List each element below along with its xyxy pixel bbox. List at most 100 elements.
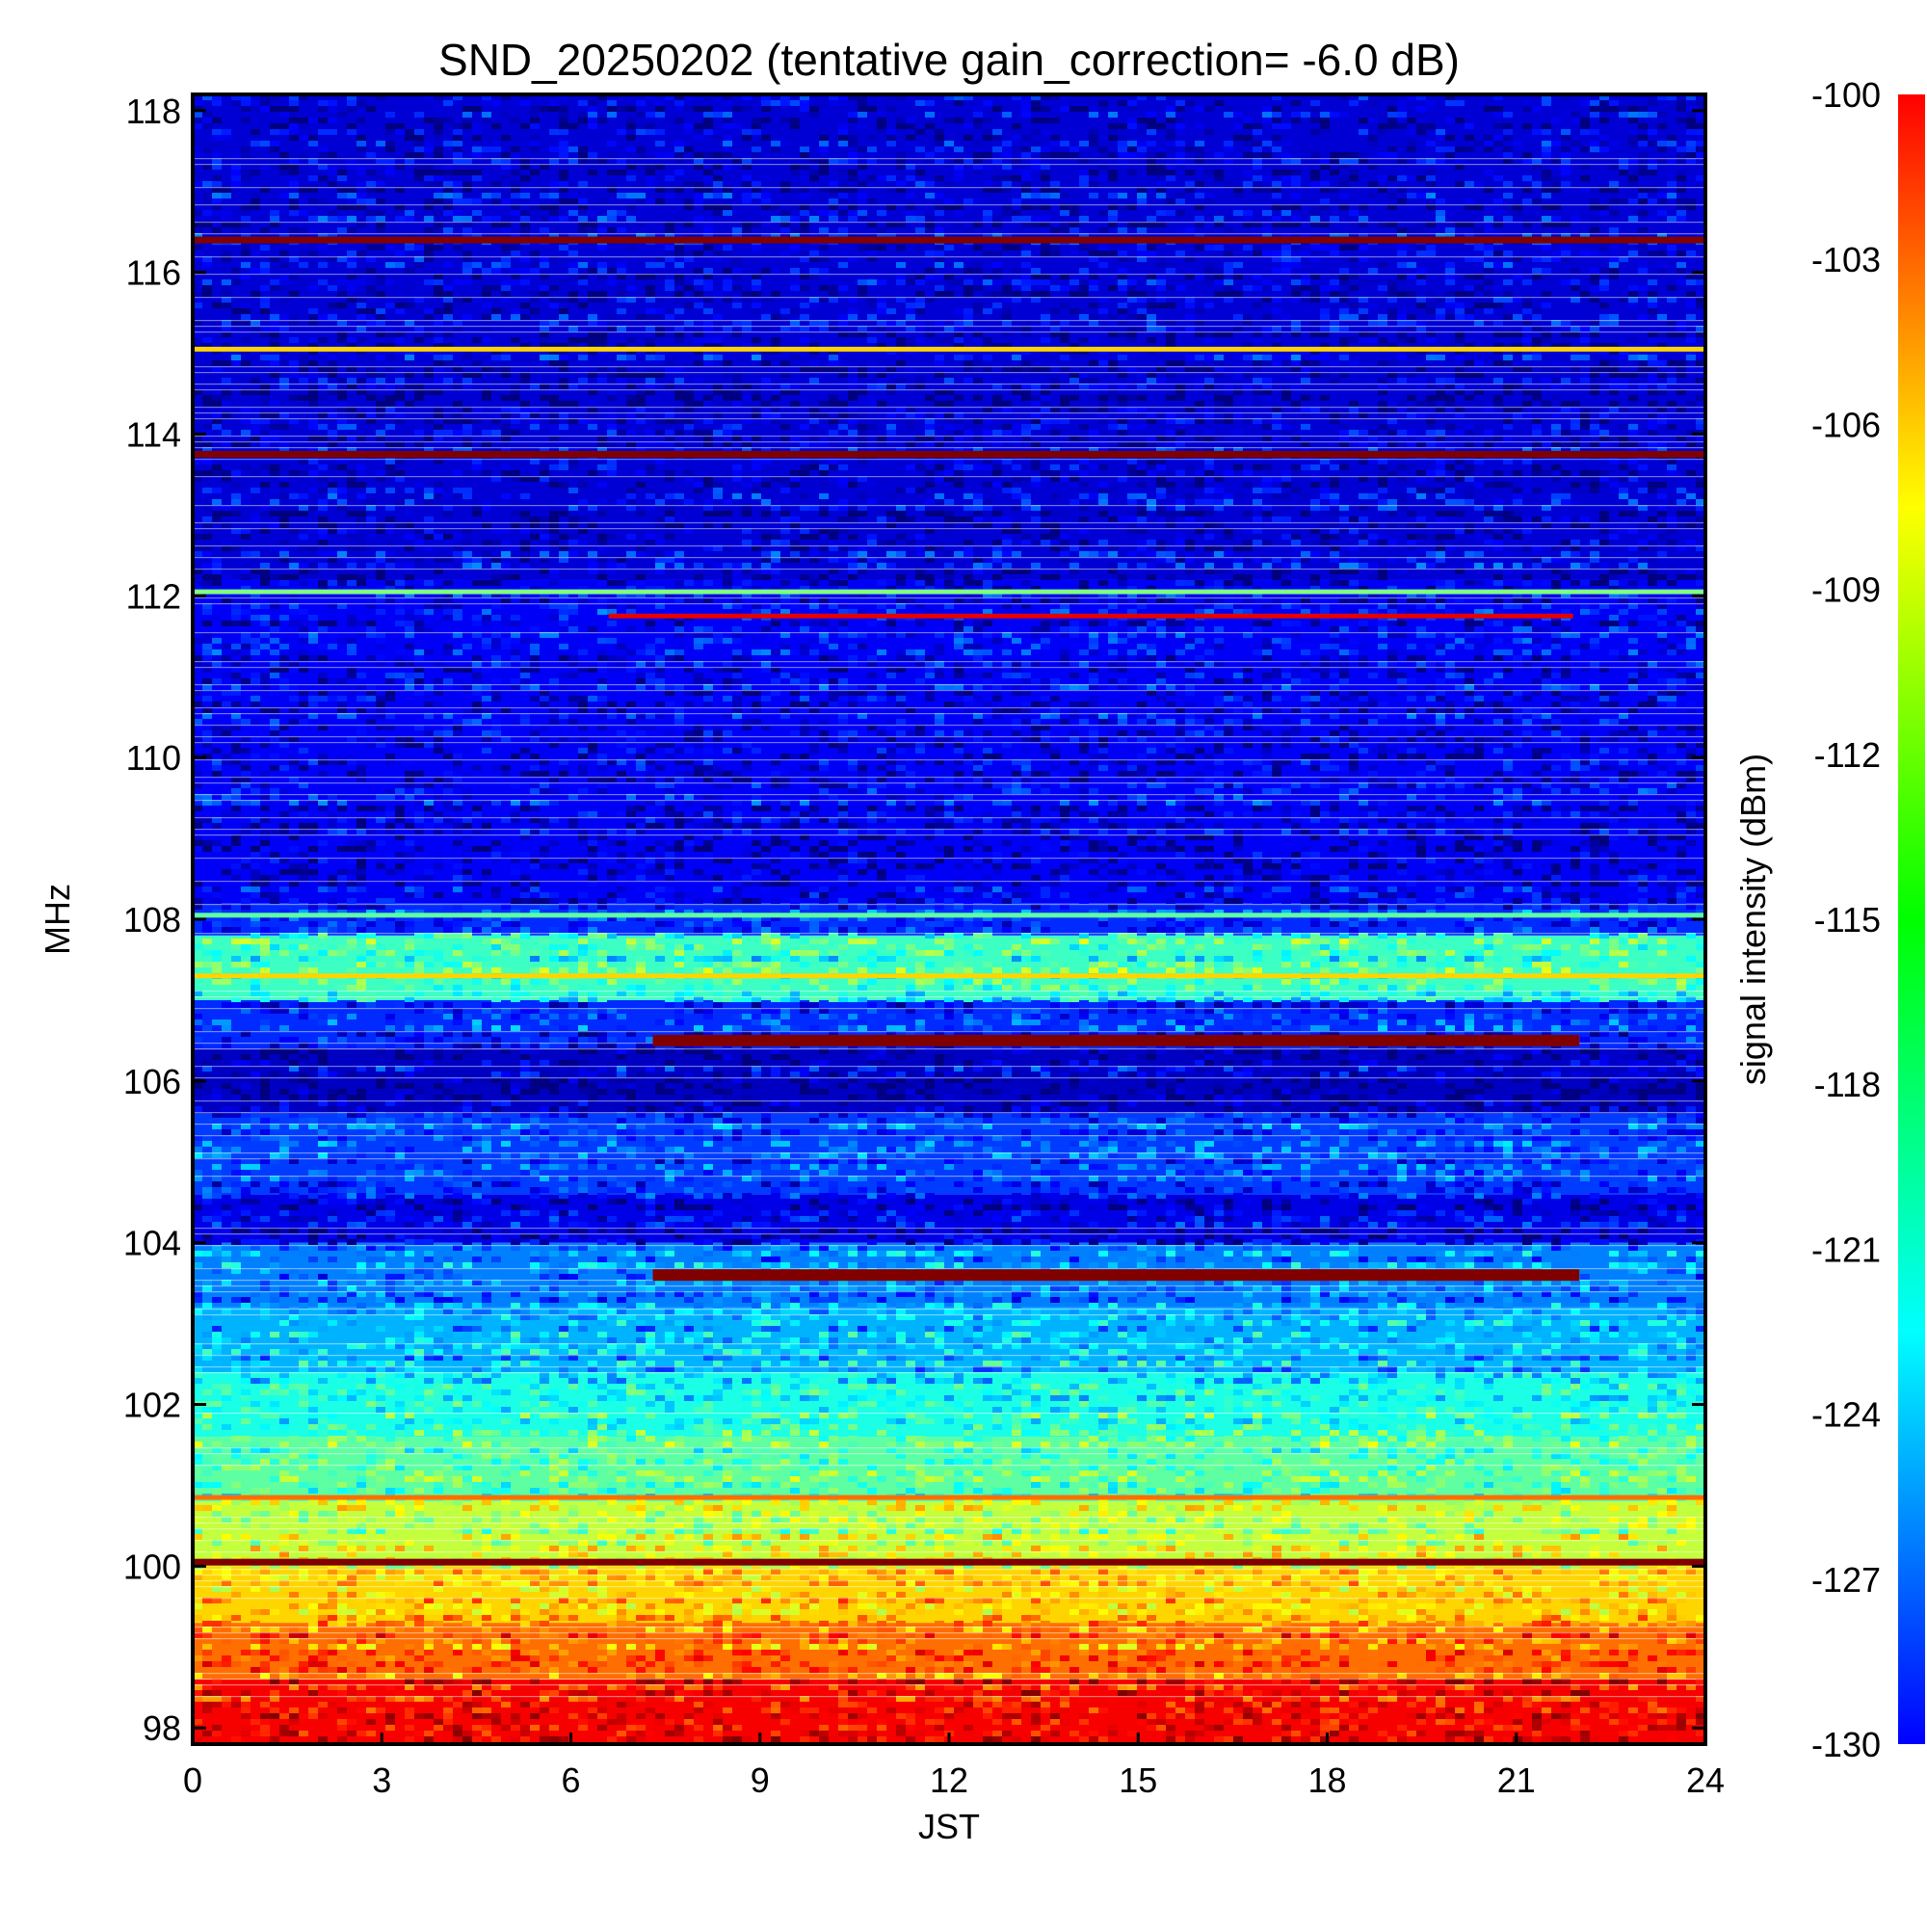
heatmap-cell (1079, 308, 1089, 314)
heatmap-cell (260, 308, 270, 314)
heatmap-cell (222, 129, 231, 135)
heatmap-cell (1147, 123, 1156, 129)
heatmap-cell (925, 395, 935, 401)
heatmap-cell (540, 355, 549, 360)
heatmap-cell (1041, 337, 1050, 343)
heatmap-cell (1156, 482, 1166, 488)
heatmap-cell (674, 279, 684, 285)
heatmap-cell (1561, 430, 1571, 436)
heatmap-cell (1253, 360, 1262, 366)
heatmap-cell (973, 337, 983, 343)
heatmap-cell (665, 279, 674, 285)
heatmap-cell (347, 493, 356, 499)
heatmap-cell (241, 493, 251, 499)
heatmap-cell (347, 424, 356, 430)
heatmap-cell (289, 198, 299, 204)
heatmap-cell (1185, 303, 1195, 308)
heatmap-cell (1339, 291, 1349, 297)
heatmap-cell (1253, 146, 1262, 152)
heatmap-cell (780, 106, 790, 112)
heatmap-cell (838, 198, 848, 204)
heatmap-cell (1069, 210, 1079, 216)
heatmap-cell (1233, 262, 1243, 268)
heatmap-cell (1648, 488, 1657, 493)
heatmap-cell (1561, 129, 1571, 135)
heatmap-cell (935, 193, 944, 198)
heatmap-cell (356, 181, 366, 187)
heatmap-cell (1214, 499, 1224, 505)
heatmap-cell (1233, 135, 1243, 141)
heatmap-cell (694, 268, 703, 274)
heatmap-cell (636, 123, 646, 129)
heatmap-cell (1050, 430, 1060, 436)
heatmap-cell (1493, 135, 1503, 141)
heatmap-cell (588, 100, 597, 106)
heatmap-cell (684, 424, 694, 430)
heatmap-cell (260, 355, 270, 360)
heatmap-cell (337, 123, 347, 129)
heatmap-cell (1648, 198, 1657, 204)
heatmap-cell (356, 141, 366, 146)
heatmap-cell (915, 210, 925, 216)
heatmap-cell (1522, 401, 1532, 407)
heatmap-cell (1118, 279, 1127, 285)
heatmap-cell (1127, 141, 1137, 146)
heatmap-cell (1455, 308, 1465, 314)
heatmap-cell (838, 401, 848, 407)
heatmap-cell (1465, 291, 1474, 297)
heatmap-cell (1513, 181, 1522, 187)
heatmap-cell (1474, 303, 1484, 308)
heatmap-cell (1069, 152, 1079, 158)
heatmap-cell (1648, 401, 1657, 407)
heatmap-cell (231, 355, 241, 360)
heatmap-cell (1648, 216, 1657, 222)
heatmap-cell (848, 135, 858, 141)
heatmap-cell (964, 210, 973, 216)
heatmap-cell (723, 210, 732, 216)
heatmap-cell (270, 146, 279, 152)
heatmap-cell (434, 493, 443, 499)
heatmap-cell (1339, 193, 1349, 198)
heatmap-cell (443, 308, 453, 314)
heatmap-cell (896, 262, 906, 268)
heatmap-cell (1012, 216, 1021, 222)
heatmap-cell (1609, 360, 1619, 366)
heatmap-cell (1253, 175, 1262, 181)
heatmap-cell (501, 175, 511, 181)
heatmap-cell (1359, 314, 1368, 320)
heatmap-cell (954, 262, 964, 268)
heatmap-cell (1166, 303, 1175, 308)
heatmap-cell (1628, 355, 1638, 360)
heatmap-cell (491, 314, 501, 320)
heatmap-cell (935, 337, 944, 343)
heatmap-cell (646, 181, 655, 187)
heatmap-cell (983, 499, 992, 505)
heatmap-cell (1204, 245, 1214, 251)
heatmap-cell (1339, 279, 1349, 285)
heatmap-cell (848, 482, 858, 488)
heatmap-cell (279, 210, 289, 216)
heatmap-cell (1590, 488, 1599, 493)
heatmap-cell (886, 129, 896, 135)
heatmap-cell (1513, 314, 1522, 320)
heatmap-cell (1551, 430, 1561, 436)
heatmap-cell (1108, 424, 1118, 430)
heatmap-cell (549, 395, 559, 401)
heatmap-cell (308, 262, 318, 268)
heatmap-cell (347, 337, 356, 343)
heatmap-cell (1253, 245, 1262, 251)
heatmap-cell (568, 198, 578, 204)
heatmap-cell (1137, 146, 1147, 152)
heatmap-cell (1493, 360, 1503, 366)
heatmap-cell (1465, 181, 1474, 187)
heatmap-cell (964, 424, 973, 430)
heatmap-cell (1542, 401, 1551, 407)
heatmap-cell (1281, 210, 1291, 216)
heatmap-cell (588, 170, 597, 175)
heatmap-cell (944, 314, 954, 320)
heatmap-cell (376, 227, 385, 233)
heatmap-cell (1002, 314, 1012, 320)
heatmap-cell (665, 245, 674, 251)
heatmap-cell (1580, 488, 1590, 493)
heatmap-cell (1012, 129, 1021, 135)
